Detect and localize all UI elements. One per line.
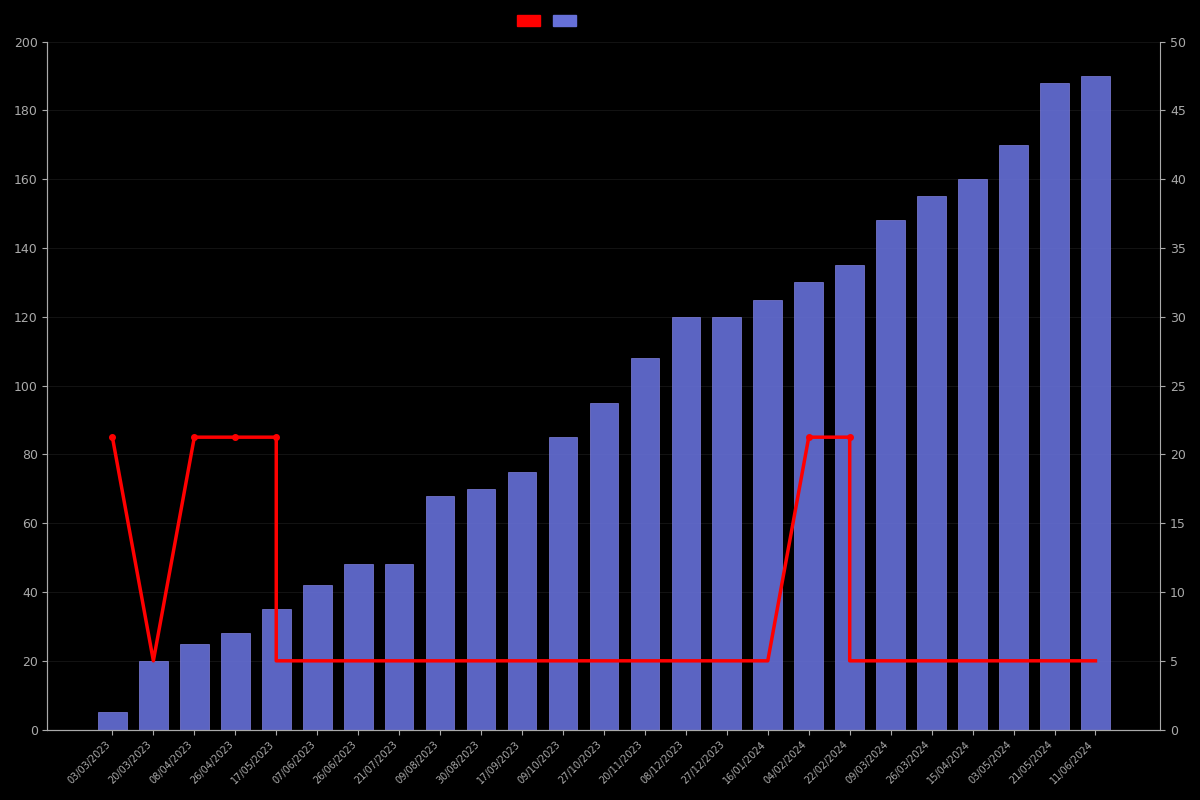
- Bar: [221, 634, 250, 730]
- Bar: [98, 713, 127, 730]
- Bar: [672, 317, 700, 730]
- Bar: [917, 196, 946, 730]
- Legend: , : ,: [512, 10, 584, 33]
- Bar: [1000, 145, 1028, 730]
- Bar: [508, 471, 536, 730]
- Bar: [794, 282, 823, 730]
- Bar: [426, 496, 455, 730]
- Bar: [467, 489, 496, 730]
- Bar: [754, 299, 782, 730]
- Bar: [630, 358, 659, 730]
- Bar: [589, 402, 618, 730]
- Bar: [835, 265, 864, 730]
- Bar: [1040, 83, 1069, 730]
- Bar: [548, 437, 577, 730]
- Bar: [344, 565, 372, 730]
- Bar: [139, 661, 168, 730]
- Bar: [876, 221, 905, 730]
- Bar: [180, 644, 209, 730]
- Bar: [262, 610, 290, 730]
- Bar: [302, 585, 331, 730]
- Bar: [1081, 76, 1110, 730]
- Bar: [385, 565, 414, 730]
- Bar: [959, 179, 986, 730]
- Bar: [713, 317, 742, 730]
